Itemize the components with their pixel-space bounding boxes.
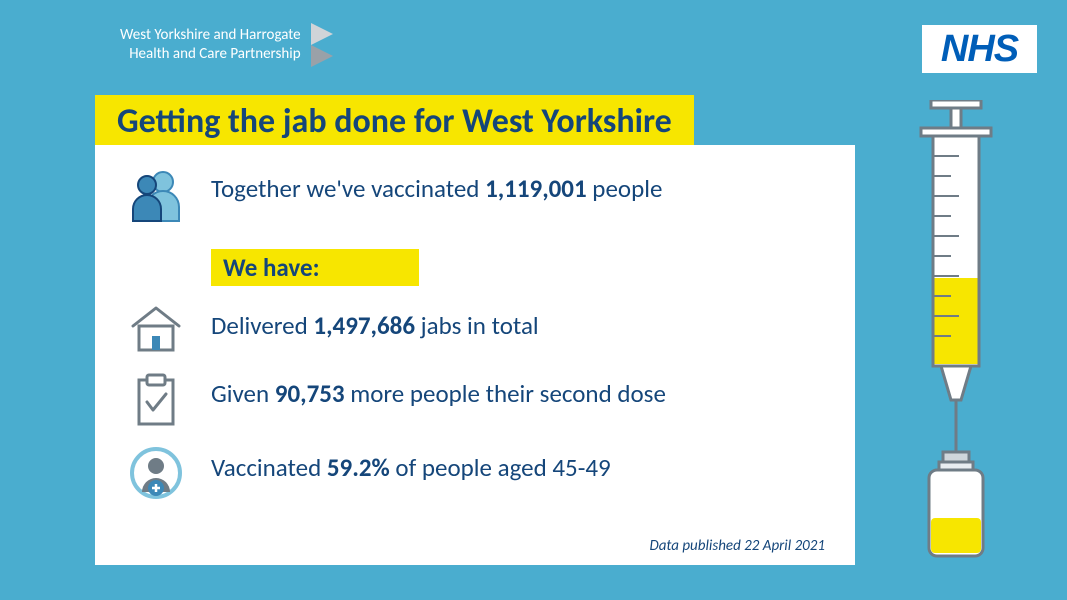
subheading-we-have: We have:: [211, 249, 419, 286]
syringe-illustration: [881, 100, 1031, 570]
house-icon: [125, 304, 187, 354]
stats-card: Together we've vaccinated 1,119,001 peop…: [95, 145, 855, 565]
person-plus-icon: [125, 446, 187, 500]
clipboard-icon: [125, 372, 187, 428]
stat-row-second-dose: Given 90,753 more people their second do…: [125, 372, 825, 428]
nhs-logo: NHS: [922, 25, 1037, 73]
stat-row-age-group: Vaccinated 59.2% of people aged 45-49: [125, 446, 825, 500]
stat-text-total-jabs: Delivered 1,497,686 jabs in total: [211, 304, 539, 341]
partnership-logo: West Yorkshire and Harrogate Health and …: [120, 23, 347, 67]
people-icon: [125, 167, 187, 223]
stat-text-age-group: Vaccinated 59.2% of people aged 45-49: [211, 446, 611, 483]
header-bar: West Yorkshire and Harrogate Health and …: [0, 15, 1067, 85]
stat-row-vaccinated: Together we've vaccinated 1,119,001 peop…: [125, 167, 825, 223]
stat-text-vaccinated: Together we've vaccinated 1,119,001 peop…: [211, 167, 662, 204]
footnote-date: Data published 22 April 2021: [649, 537, 825, 555]
chevron-right-icon: [311, 23, 347, 67]
nhs-logo-text: NHS: [941, 28, 1018, 71]
stat-text-second-dose: Given 90,753 more people their second do…: [211, 372, 666, 409]
partnership-line1: West Yorkshire and Harrogate: [120, 26, 301, 45]
page-title: Getting the jab done for West Yorkshire: [95, 95, 694, 148]
partnership-text: West Yorkshire and Harrogate Health and …: [120, 26, 301, 64]
partnership-line2: Health and Care Partnership: [120, 45, 301, 64]
stat-row-total-jabs: Delivered 1,497,686 jabs in total: [125, 304, 825, 354]
